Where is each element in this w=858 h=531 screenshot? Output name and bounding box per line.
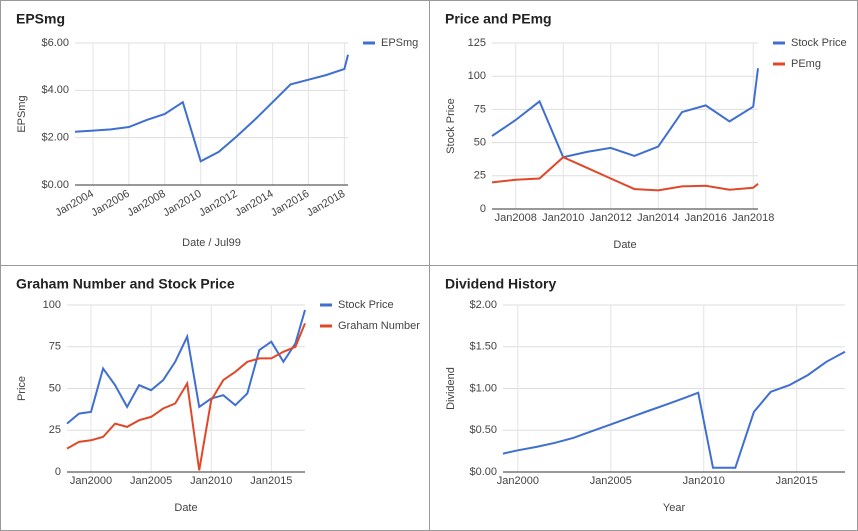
x-tick-label: Jan2010	[542, 212, 584, 224]
y-tick-label: $4.00	[41, 84, 69, 96]
series-line	[66, 309, 306, 425]
x-tick-label: Jan2000	[70, 475, 112, 487]
y-tick-label: $1.00	[469, 382, 497, 394]
series-line	[491, 68, 759, 159]
y-tick-label: 75	[49, 341, 61, 353]
x-tick-label: Jan2014	[637, 212, 679, 224]
x-axis-label: Date	[613, 239, 636, 251]
y-tick-label: 125	[468, 37, 486, 49]
x-tick-label: Jan2005	[130, 475, 172, 487]
y-tick-label: $0.00	[41, 179, 69, 191]
y-tick-label: 75	[474, 103, 486, 115]
x-tick-label: Jan2018	[732, 212, 774, 224]
x-tick-label: Jan2016	[269, 188, 312, 220]
chart-title: Dividend History	[445, 276, 556, 292]
chart-title: Price and PEmg	[445, 11, 552, 27]
series-line	[66, 323, 306, 471]
x-axis-label: Date / Jul99	[182, 237, 241, 249]
legend-label: Stock Price	[791, 37, 847, 49]
legend-label: Graham Number	[338, 320, 420, 332]
x-tick-label: Jan2006	[89, 188, 132, 220]
series-line	[74, 54, 349, 163]
x-tick-label: Jan2015	[250, 475, 292, 487]
x-tick-label: Jan2005	[590, 475, 632, 487]
chart-title: EPSmg	[16, 11, 65, 27]
x-tick-label: Jan2010	[190, 475, 232, 487]
x-tick-label: Jan2016	[685, 212, 727, 224]
x-tick-label: Jan2008	[495, 212, 537, 224]
x-tick-label: Jan2010	[161, 188, 204, 220]
y-tick-label: 0	[480, 203, 486, 215]
legend-label: PEmg	[791, 58, 821, 70]
x-tick-label: Jan2012	[590, 212, 632, 224]
x-axis-label: Year	[663, 502, 686, 514]
y-axis-label: Stock Price	[445, 98, 457, 154]
legend-label: Stock Price	[338, 299, 394, 311]
x-tick-label: Jan2014	[233, 188, 276, 220]
x-tick-label: Jan2004	[53, 188, 96, 220]
y-tick-label: 50	[49, 382, 61, 394]
y-tick-label: $2.00	[469, 299, 497, 311]
x-axis-label: Date	[174, 502, 197, 514]
y-tick-label: $2.00	[41, 132, 69, 144]
x-tick-label: Jan2010	[683, 475, 725, 487]
y-tick-label: $0.00	[469, 466, 497, 478]
series-line	[502, 350, 846, 469]
y-tick-label: $0.50	[469, 424, 497, 436]
legend-label: EPSmg	[381, 37, 418, 49]
y-axis-label: EPSmg	[16, 95, 28, 132]
x-tick-label: Jan2015	[776, 475, 818, 487]
y-axis-label: Price	[16, 376, 28, 401]
x-tick-label: Jan2000	[497, 475, 539, 487]
y-tick-label: 100	[43, 299, 61, 311]
y-tick-label: $1.50	[469, 341, 497, 353]
y-tick-label: 50	[474, 137, 486, 149]
x-tick-label: Jan2008	[125, 188, 168, 220]
x-tick-label: Jan2012	[197, 188, 240, 220]
y-tick-label: 100	[468, 70, 486, 82]
y-tick-label: 0	[55, 466, 61, 478]
y-tick-label: 25	[474, 170, 486, 182]
y-tick-label: $6.00	[41, 37, 69, 49]
y-tick-label: 25	[49, 424, 61, 436]
y-axis-label: Dividend	[445, 367, 457, 410]
x-tick-label: Jan2018	[305, 188, 348, 220]
chart-title: Graham Number and Stock Price	[16, 276, 235, 292]
series-line	[491, 156, 759, 192]
